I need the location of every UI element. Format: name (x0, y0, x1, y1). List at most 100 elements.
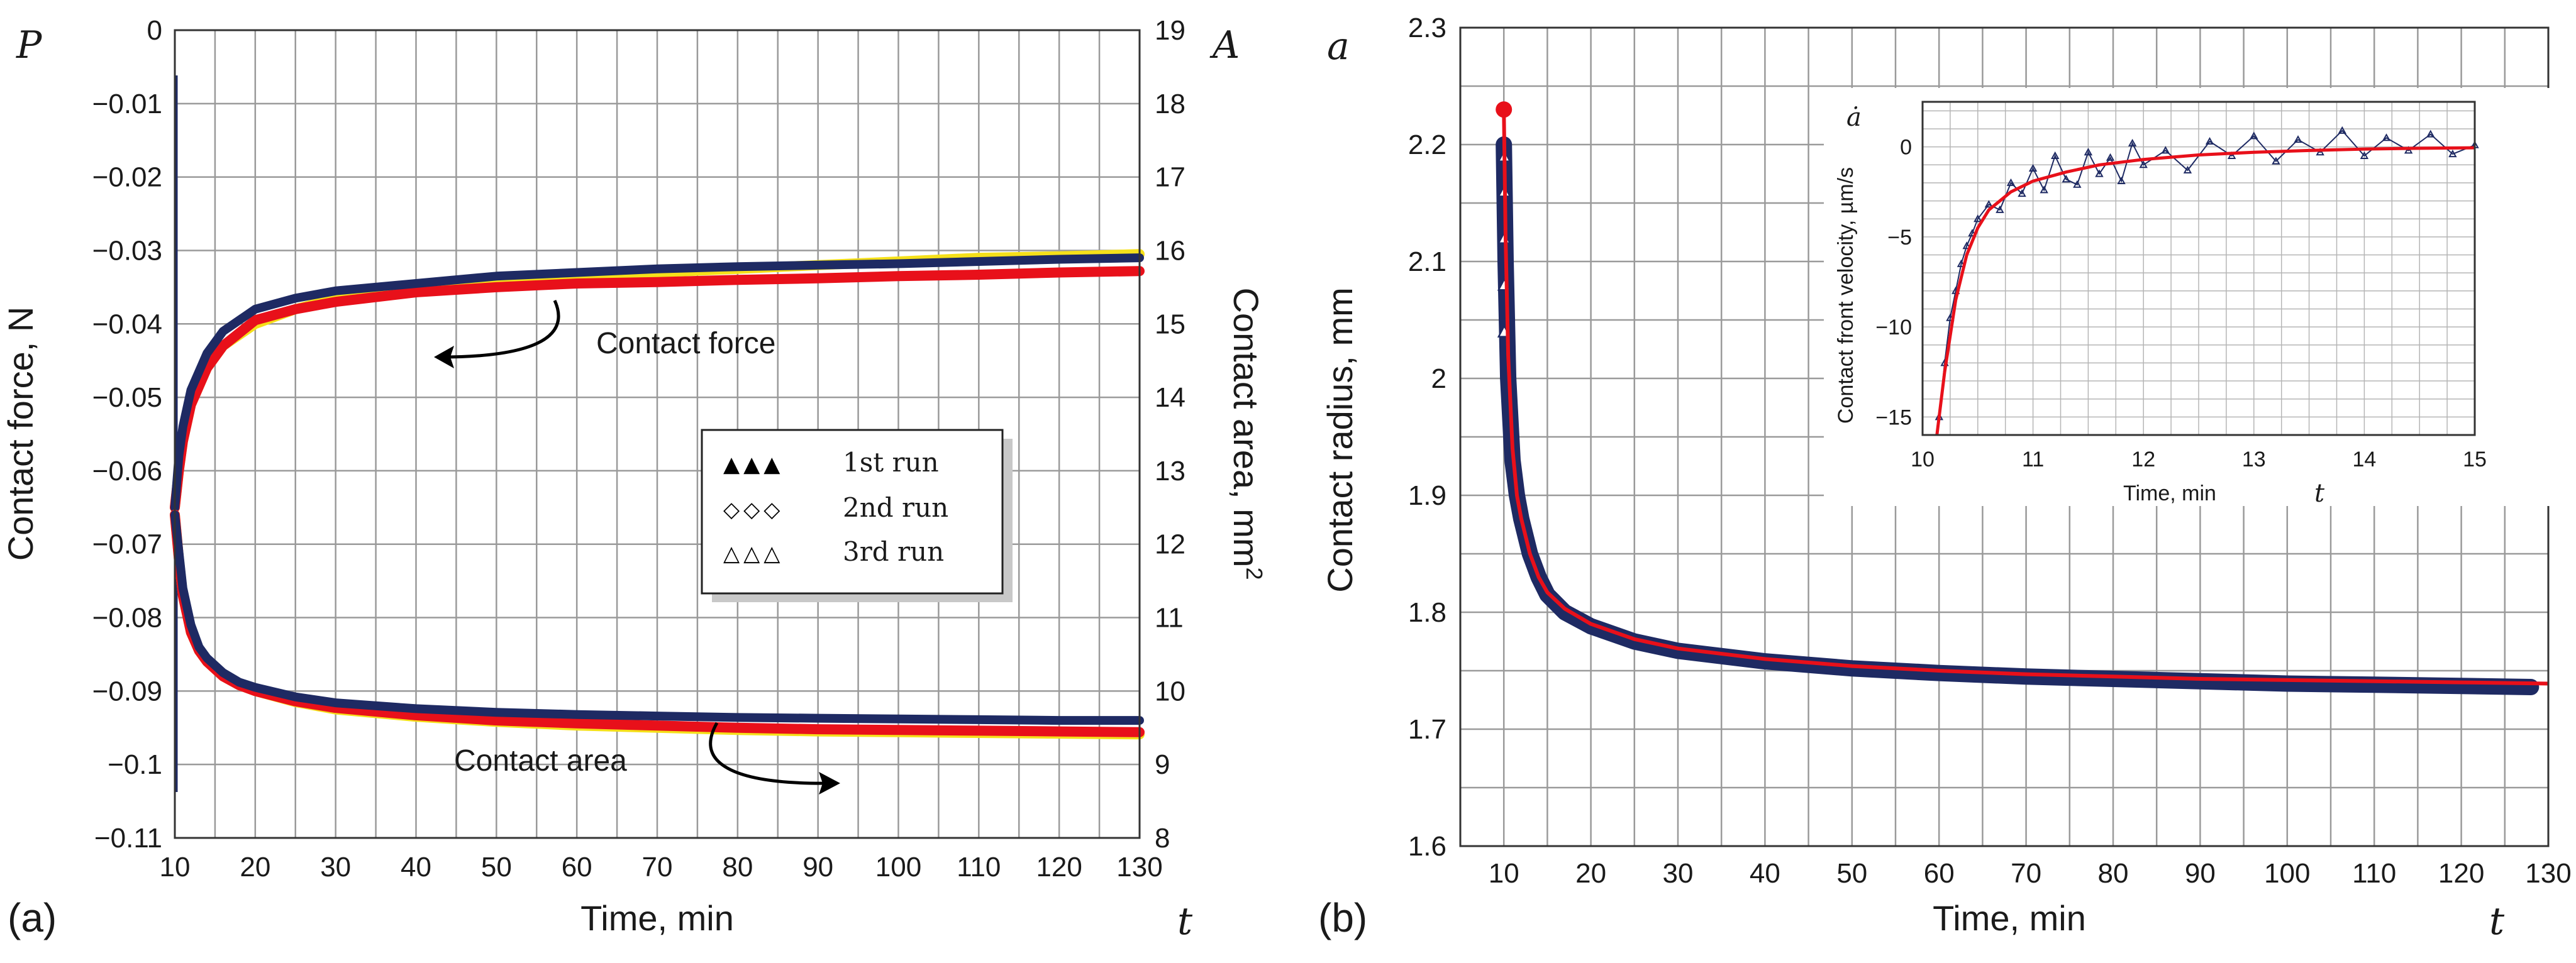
y-tick-label: 2.2 (1408, 129, 1446, 160)
inset-x-tick-label: 13 (2242, 448, 2266, 471)
x-tick-label: 80 (2098, 858, 2129, 889)
y-tick-label: 1.8 (1408, 597, 1446, 628)
inset-velocity-point (1984, 200, 1994, 208)
inset-velocity-point (2117, 176, 2126, 185)
panel-b-x-symbol: t (2489, 900, 2505, 944)
inset-velocity-point (2028, 163, 2038, 172)
inset-y-tick-label: −15 (1875, 405, 1912, 429)
series-radius-fit (1502, 109, 2549, 686)
panel-b-y-ticks: 2.3 2.2 2.1 2 1.9 1.8 1.7 1.6 (1408, 13, 1446, 862)
panel-a-x-symbol: t (1177, 900, 1193, 944)
left-y-tick-label: −0.08 (92, 603, 162, 634)
panel-a-left-y-symbol: P (16, 23, 43, 67)
inset-velocity-point (2316, 148, 2324, 156)
x-tick-label: 130 (2525, 858, 2571, 889)
left-y-tick-label: −0.09 (92, 676, 162, 707)
left-y-tick-label: −0.03 (92, 235, 162, 266)
inset-series (1935, 126, 2479, 436)
inset-velocity-point (2338, 126, 2346, 134)
inset-y-label: Contact front velocity, µm/s (1834, 167, 1858, 424)
inset-velocity-point (2448, 150, 2457, 158)
right-y-tick-label: 13 (1155, 456, 1185, 487)
inset-velocity-point (2272, 157, 2280, 165)
inset-y-symbol: ȧ (1846, 103, 1862, 132)
inset-velocity-point (2161, 146, 2170, 154)
x-tick-label: 60 (1924, 858, 1955, 889)
panel-b-x-label: Time, min (1933, 898, 2086, 938)
right-y-tick-label: 8 (1155, 823, 1170, 854)
x-tick-label: 40 (401, 852, 431, 883)
x-tick-label: 120 (2438, 858, 2484, 889)
inset-velocity-point (2095, 169, 2104, 177)
y-tick-label: 1.6 (1408, 831, 1446, 862)
inset-velocity-point (2227, 151, 2236, 159)
annotation-contact-force-arrow (440, 299, 560, 359)
inset-velocity-point (1962, 241, 1971, 250)
inset-y-tick-label: −5 (1887, 226, 1912, 250)
inset-x-symbol: t (2314, 479, 2325, 508)
panel-a-label: (a) (8, 895, 57, 940)
inset-velocity-point (2294, 135, 2302, 143)
panel-a-plot-frame (174, 29, 1141, 839)
panel-b-x-ticks: 10 20 30 40 50 60 70 80 90 100 110 120 130 (1489, 858, 2572, 889)
inset-x-tick-label: 11 (2022, 448, 2044, 471)
inset-velocity-point (2106, 153, 2115, 161)
legend-marker-run1: ▲▲▲ (723, 452, 784, 477)
left-y-tick-label: 0 (147, 15, 162, 46)
y-tick-label: 1.7 (1408, 714, 1446, 745)
legend-label-run1: 1st run (843, 447, 939, 478)
inset-velocity-point (2073, 180, 2082, 188)
panel-a-right-y-ticks: 19 18 17 16 15 14 13 12 11 10 9 8 (1155, 15, 1185, 854)
x-tick-label: 20 (240, 852, 270, 883)
legend-label-run2: 2nd run (843, 492, 948, 523)
annotation-contact-area-arrowhead (819, 772, 840, 795)
panel-b-y-label: Contact radius, mm (1320, 287, 1360, 593)
inset-grid (1922, 102, 2475, 436)
inset-y-tick-label: 0 (1900, 136, 1912, 160)
right-y-tick-label: 10 (1155, 676, 1185, 707)
panel-b-series (1496, 101, 2549, 695)
inset-velocity-point (1957, 259, 1966, 267)
inset-x-tick-label: 15 (2463, 448, 2487, 471)
inset-velocity-point (2018, 189, 2026, 197)
left-y-tick-label: −0.1 (108, 749, 162, 780)
left-y-tick-label: −0.02 (92, 162, 162, 193)
panel-a-right-y-label-superscript: 2 (1242, 568, 1268, 580)
legend-marker-run3: △△△ (723, 541, 784, 566)
x-tick-label: 100 (2264, 858, 2310, 889)
right-y-tick-label: 12 (1155, 529, 1185, 560)
panel-a-legend: ▲▲▲ 1st run ◇◇◇ 2nd run △△△ 3rd run (701, 429, 1013, 602)
legend-box (701, 429, 1004, 595)
annotation-contact-force-arrowhead (434, 346, 454, 368)
inset-x-tick-label: 14 (2352, 448, 2376, 471)
inset-background (1824, 88, 2553, 506)
x-tick-label: 100 (875, 852, 921, 883)
x-tick-label: 60 (562, 852, 592, 883)
panel-a-right-y-symbol: A (1209, 23, 1240, 67)
x-tick-label: 50 (481, 852, 512, 883)
panel-a-left-y-label: Contact force, N (1, 307, 40, 561)
inset-velocity-point (1974, 214, 1982, 223)
left-y-tick-label: −0.06 (92, 456, 162, 487)
annotation-contact-force: Contact force (596, 327, 775, 360)
inset-velocity-point (2139, 160, 2148, 168)
series-force-3rd-run (170, 253, 1144, 512)
y-tick-label: 2.3 (1408, 13, 1446, 43)
x-tick-label: 10 (160, 852, 191, 883)
left-y-tick-label: −0.04 (92, 309, 162, 339)
inset-velocity-point (2382, 133, 2391, 141)
right-y-tick-label: 11 (1155, 603, 1184, 634)
inset-velocity-point (2205, 136, 2214, 145)
inset-plot-frame (1921, 101, 2476, 436)
inset-velocity-point (2426, 129, 2435, 138)
right-y-tick-label: 16 (1155, 235, 1185, 266)
right-y-tick-label: 19 (1155, 15, 1185, 46)
inset-velocity-point (1996, 205, 2004, 213)
panel-b-label: (b) (1318, 895, 1367, 940)
x-tick-label: 110 (2352, 858, 2396, 889)
inset-velocity-fit (1935, 146, 2475, 436)
panel-a-x-ticks: 10 20 30 40 50 60 70 80 90 100 110 120 130 (160, 852, 1163, 883)
panel-a-chart: 10 20 30 40 50 60 70 80 90 100 110 120 130 0 −0.01 −0.… (1, 15, 1268, 944)
inset-velocity-point (2051, 151, 2060, 159)
